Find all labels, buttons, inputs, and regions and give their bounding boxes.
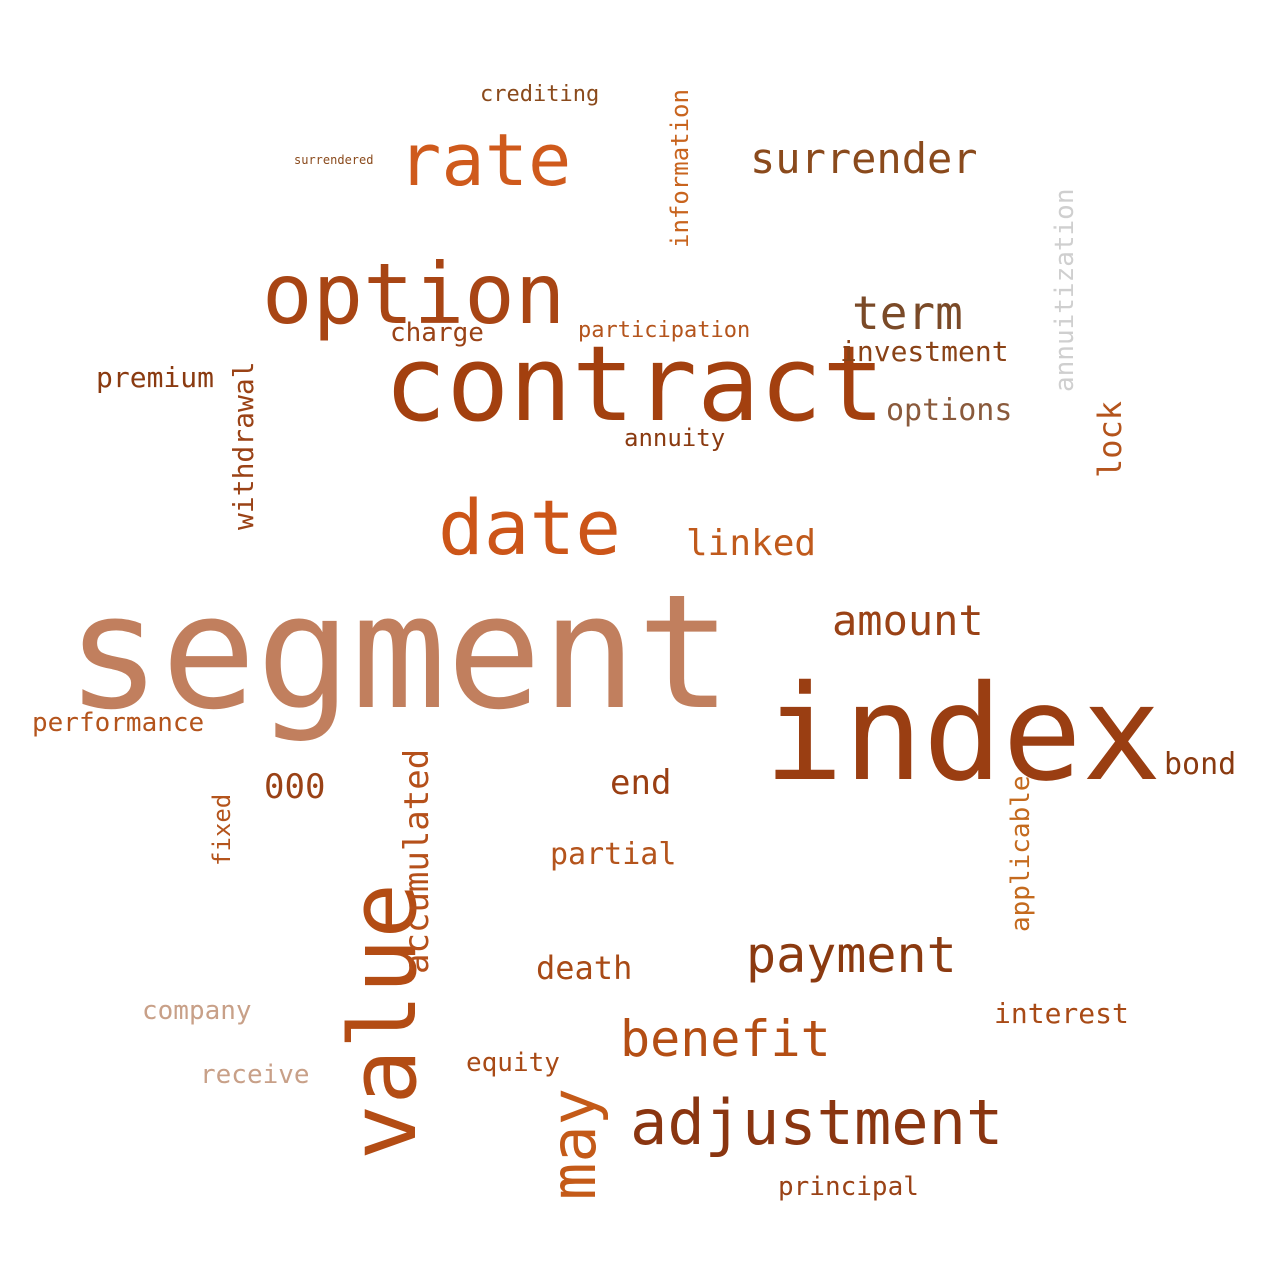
word-option: option <box>262 245 566 343</box>
word-applicable: applicable <box>1006 775 1036 932</box>
word-receive: receive <box>200 1060 310 1090</box>
word-principal: principal <box>778 1172 919 1202</box>
word-linked: linked <box>686 523 817 564</box>
word-may: may <box>537 1088 610 1200</box>
word-segment: segment <box>66 561 732 745</box>
word-lock: lock <box>1091 400 1129 478</box>
word-surrender: surrender <box>750 134 978 183</box>
word-crediting: crediting <box>480 82 600 107</box>
word-adjustment: adjustment <box>630 1086 1004 1159</box>
word-performance: performance <box>32 708 205 738</box>
word-bond: bond <box>1164 747 1237 782</box>
word-annuity: annuity <box>624 424 726 452</box>
word-fixed: fixed <box>208 793 236 866</box>
word-accumulated: accumulated <box>397 748 437 974</box>
word-withdrawal: withdrawal <box>227 361 260 530</box>
word-contract: contract <box>384 323 885 445</box>
word-index: index <box>764 657 1162 811</box>
word-term: term <box>852 286 963 340</box>
word-company: company <box>142 996 252 1026</box>
word-participation: participation <box>578 318 751 343</box>
word-amount: amount <box>832 596 984 645</box>
word-equity: equity <box>466 1048 560 1078</box>
word-payment: payment <box>746 926 957 984</box>
word-options: options <box>886 393 1013 428</box>
word-investment: investment <box>840 335 1009 368</box>
word-annuitization: annuitization <box>1050 188 1080 393</box>
word-partial: partial <box>550 837 677 872</box>
word-information: information <box>666 89 694 248</box>
word-benefit: benefit <box>620 1010 831 1068</box>
word-charge: charge <box>390 318 484 348</box>
word-rate: rate <box>398 118 572 202</box>
word-surrendered: surrendered <box>294 153 374 167</box>
word-000: 000 <box>264 767 326 807</box>
word-date: date <box>438 483 622 572</box>
word-end: end <box>610 763 672 803</box>
word-premium: premium <box>96 361 215 394</box>
word-death: death <box>536 949 633 987</box>
word-interest: interest <box>994 997 1129 1030</box>
